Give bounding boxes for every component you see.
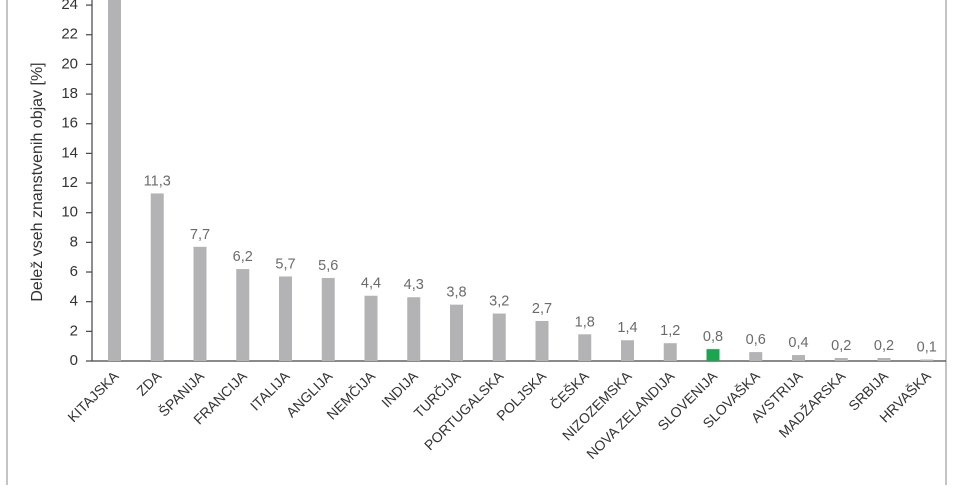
bar-nemčija	[364, 295, 378, 361]
bar-madžarska	[834, 358, 848, 361]
value-label: 1,8	[575, 314, 595, 330]
y-tick-label: 14	[61, 144, 78, 161]
value-label: 6,2	[233, 249, 253, 265]
x-labels: KITAJSKA ZDAŠPANIJAFRANCIJAITALIJAANGLIJA…	[64, 367, 934, 462]
value-label: 2,7	[532, 301, 552, 317]
bar-češka	[578, 334, 592, 361]
y-tick-label: 18	[61, 85, 78, 102]
y-tick-label: 8	[70, 233, 78, 250]
value-label: 0,1	[917, 340, 937, 356]
value-label: 3,2	[489, 294, 509, 310]
value-label: 0,8	[703, 329, 723, 345]
bar-portugalska	[492, 313, 506, 361]
value-label: 4,4	[361, 276, 381, 292]
value-label: 4,3	[404, 277, 424, 293]
bar-nova-zelandija	[663, 343, 677, 361]
value-label: 7,7	[190, 227, 210, 243]
y-tick-label: 2	[70, 322, 78, 339]
bar-zda	[150, 193, 164, 361]
bar-turčija	[450, 304, 463, 361]
value-label: 0,2	[831, 338, 851, 354]
y-tick-label: 12	[61, 174, 78, 191]
bar-italija	[279, 276, 292, 361]
value-label: 5,6	[318, 258, 338, 274]
bar-hrvaška	[920, 359, 934, 361]
value-label: 11,3	[144, 173, 171, 189]
bar-indija	[407, 297, 421, 361]
value-label: 0,2	[874, 338, 894, 354]
category-label: KITAJSKA	[64, 367, 122, 425]
y-tick-label: 20	[61, 55, 78, 72]
bar-avstrija	[792, 355, 805, 361]
value-labels: 11,3 7,7 6,2 5,7 5,6 4,4 4,3 3,8 3,2 2,7 1,8 1,4 1,2…	[144, 173, 937, 355]
bar-španija	[193, 246, 207, 361]
category-label: ZDA	[133, 367, 165, 399]
value-label: 3,8	[446, 285, 466, 301]
bar-nizozemska	[621, 340, 634, 361]
bar-kitajska	[108, 0, 121, 361]
y-axis-label: Delež vseh znanstvenih objav [%]	[29, 62, 46, 301]
bar-srbija	[877, 358, 891, 361]
value-label: 0,4	[788, 335, 808, 351]
y-tick-label: 10	[61, 204, 78, 221]
bar-poljska	[535, 320, 549, 361]
value-label: 1,4	[617, 320, 637, 336]
bar-anglija	[321, 277, 335, 361]
value-label: 1,2	[660, 323, 680, 339]
value-label: 5,7	[275, 256, 295, 272]
value-label: 0,6	[746, 332, 766, 348]
y-tick-label: 22	[61, 26, 78, 43]
y-tick-label: 6	[70, 263, 78, 280]
bar-slovenija	[706, 349, 720, 361]
y-tick-label: 16	[61, 115, 78, 132]
bar-francija	[236, 269, 250, 361]
y-tick-label: 0	[70, 352, 78, 369]
y-tick-label: 24	[61, 0, 78, 13]
y-tick-label: 4	[70, 293, 78, 310]
bars	[108, 0, 934, 361]
bar-slovaška	[749, 352, 763, 361]
